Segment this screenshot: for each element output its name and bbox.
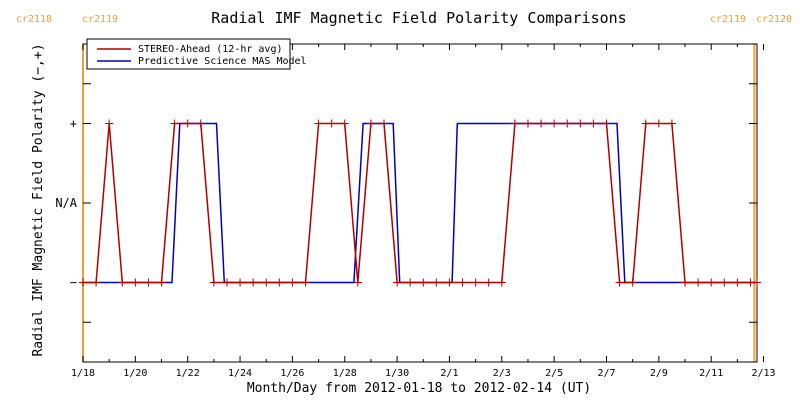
data-point-0-32 — [497, 278, 506, 287]
legend-box — [86, 38, 291, 70]
carrington-label-left-2: cr2119 — [710, 14, 746, 25]
x-tick-label-4: 1/26 — [280, 368, 304, 379]
chart-title: Radial IMF Magnetic Field Polarity Compa… — [211, 9, 626, 27]
x-tick-label-10: 2/7 — [597, 368, 615, 379]
y-tick-label-2: − — [70, 276, 77, 290]
data-point-0-16 — [288, 278, 297, 287]
x-tick-label-1: 1/20 — [123, 368, 147, 379]
data-point-0-28 — [445, 278, 454, 287]
data-point-0-23 — [380, 119, 389, 128]
data-point-0-49 — [720, 278, 729, 287]
y-tick-label-1: N/A — [55, 196, 77, 210]
data-point-0-22 — [366, 119, 375, 128]
data-point-0-13 — [249, 278, 258, 287]
data-point-0-30 — [471, 278, 480, 287]
carrington-label-right-2: cr2120 — [756, 14, 792, 25]
data-point-0-2 — [105, 119, 114, 128]
data-point-0-7 — [170, 119, 179, 128]
data-point-0-18 — [314, 119, 323, 128]
y-axis: + N/A − — [55, 43, 757, 363]
x-axis-label: Month/Day from 2012-01-18 to 2012-02-14 … — [247, 381, 591, 396]
data-point-0-24 — [393, 278, 402, 287]
data-point-0-40 — [602, 119, 611, 128]
data-point-0-14 — [262, 278, 271, 287]
x-axis: 1/18 1/20 1/22 1/24 1/26 1/28 1/30 2/1 2/3 2/5 2/7… — [71, 44, 776, 379]
data-point-0-33 — [510, 119, 519, 128]
data-point-0-5 — [144, 278, 153, 287]
x-tick-label-0: 1/18 — [71, 368, 95, 379]
data-point-0-42 — [628, 278, 637, 287]
data-point-0-43 — [641, 119, 650, 128]
carrington-label-left-1: cr2118 — [16, 14, 52, 25]
data-point-0-35 — [537, 119, 546, 128]
y-tick-label-0: + — [70, 117, 77, 131]
data-point-0-37 — [563, 119, 572, 128]
data-point-0-25 — [406, 278, 415, 287]
data-point-0-17 — [301, 278, 310, 287]
series-layer — [79, 119, 761, 287]
x-tick-label-2: 1/22 — [176, 368, 200, 379]
x-tick-label-13: 2/13 — [751, 368, 775, 379]
data-point-0-48 — [707, 278, 716, 287]
data-point-0-46 — [681, 278, 690, 287]
data-point-0-36 — [550, 119, 559, 128]
x-tick-label-12: 2/11 — [699, 368, 723, 379]
data-point-0-41 — [615, 278, 624, 287]
data-point-0-26 — [419, 278, 428, 287]
data-point-0-8 — [183, 119, 192, 128]
data-point-0-12 — [236, 278, 245, 287]
x-tick-label-7: 2/1 — [440, 368, 458, 379]
series-line-1 — [83, 122, 757, 284]
data-point-0-20 — [340, 119, 349, 128]
data-point-0-15 — [275, 278, 284, 287]
y-axis-label: Radial IMF Magnetic Field Polarity (−,+) — [31, 43, 46, 356]
data-point-0-31 — [484, 278, 493, 287]
x-tick-label-8: 2/3 — [493, 368, 511, 379]
legend: STEREO-Ahead (12-hr avg) Predictive Scie… — [86, 38, 307, 70]
data-point-0-9 — [196, 119, 205, 128]
plot-frame — [82, 43, 758, 363]
legend-label-model: Predictive Science MAS Model — [138, 56, 307, 67]
data-point-0-0 — [79, 278, 87, 287]
data-point-0-44 — [654, 119, 663, 128]
data-point-0-38 — [576, 119, 585, 128]
data-point-0-4 — [131, 278, 140, 287]
data-point-0-11 — [222, 278, 231, 287]
x-tick-label-3: 1/24 — [228, 368, 252, 379]
x-tick-label-11: 2/9 — [650, 368, 668, 379]
data-point-0-3 — [118, 278, 127, 287]
data-point-0-21 — [353, 278, 362, 287]
carrington-label-right-1: cr2119 — [82, 14, 118, 25]
data-point-0-39 — [589, 119, 598, 128]
data-point-0-29 — [458, 278, 467, 287]
data-point-0-1 — [92, 278, 101, 287]
data-point-0-45 — [667, 119, 676, 128]
data-point-0-50 — [733, 278, 742, 287]
data-point-0-6 — [157, 278, 166, 287]
data-point-0-47 — [694, 278, 703, 287]
legend-label-stereo: STEREO-Ahead (12-hr avg) — [138, 44, 283, 55]
data-point-0-52 — [753, 278, 761, 287]
series-line-0 — [83, 122, 757, 284]
data-point-0-34 — [523, 119, 532, 128]
x-tick-label-9: 2/5 — [545, 368, 563, 379]
data-point-0-27 — [432, 278, 441, 287]
x-tick-label-6: 1/30 — [385, 368, 409, 379]
x-tick-label-5: 1/28 — [333, 368, 357, 379]
data-point-0-10 — [209, 278, 218, 287]
data-point-0-19 — [327, 119, 336, 128]
carrington-lines — [82, 44, 756, 362]
